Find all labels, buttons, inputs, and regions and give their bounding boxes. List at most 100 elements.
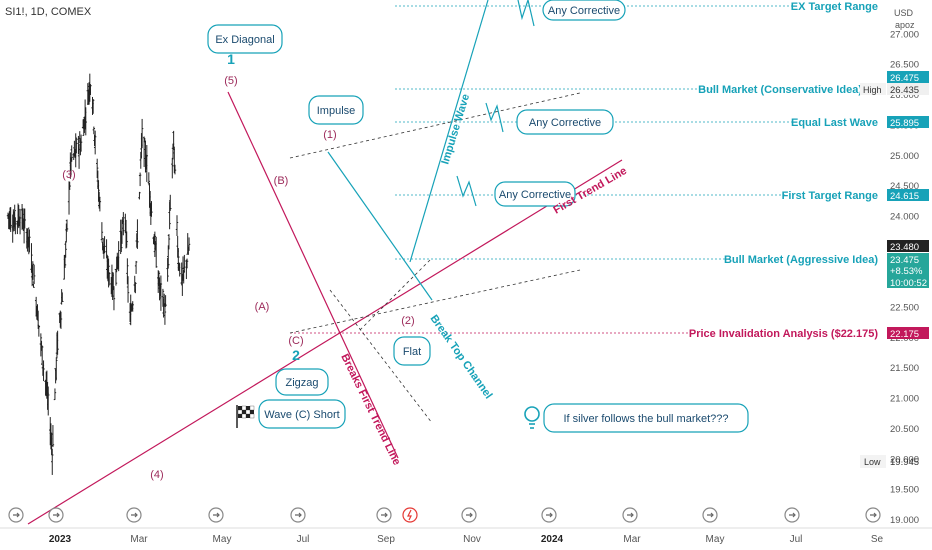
flag-cell xyxy=(249,413,255,419)
event-arrow xyxy=(870,512,877,518)
price-badge xyxy=(887,327,929,339)
price-axis[interactable]: 19.00019.50020.00020.50021.00021.50022.0… xyxy=(860,0,932,528)
y-tick-label: 25.000 xyxy=(890,151,919,162)
price-badge-text: +8.53% xyxy=(890,266,923,277)
line-label-breaks-first-trend: Breaks First Trend Line xyxy=(338,352,402,467)
wave-label: (2) xyxy=(401,315,414,327)
candles-layer xyxy=(6,73,191,475)
callout-text: Impulse xyxy=(317,105,356,117)
level-labels-layer: EX Target Range Bull Market (Conservative… xyxy=(689,1,878,340)
flag-cell xyxy=(245,409,251,415)
price-badge xyxy=(887,264,929,276)
level-label: Bull Market (Aggressive Idea) xyxy=(724,254,878,266)
lightbulb-icon xyxy=(524,406,540,429)
price-badge xyxy=(887,189,929,201)
y-tick-label: 19.500 xyxy=(890,485,919,496)
high-tag-bg xyxy=(860,83,886,95)
time-axis[interactable]: 2023 Mar May Jul Sep Nov 2024 Mar May Jul Se xyxy=(0,527,932,545)
level-label: Equal Last Wave xyxy=(791,117,878,129)
x-tick-label: Mar xyxy=(623,534,641,545)
callout-7: Any Corrective xyxy=(494,181,576,207)
event-arrow-icon[interactable] xyxy=(376,507,392,523)
drawing-lines-layer xyxy=(27,0,795,525)
y-tick-label: 20.500 xyxy=(890,424,919,435)
callout-text: Any Corrective xyxy=(529,117,601,129)
event-flash xyxy=(407,509,412,521)
price-badge xyxy=(887,116,929,128)
callout-box xyxy=(258,399,346,429)
price-badge xyxy=(887,276,929,288)
break-top-channel-line xyxy=(327,151,433,301)
callout-box xyxy=(275,368,329,396)
callout-3: Wave (C) Short xyxy=(258,399,346,429)
x-tick-label: Mar xyxy=(130,534,148,545)
event-arrow-icon[interactable] xyxy=(702,507,718,523)
low-tag-bg xyxy=(860,455,886,468)
y-tick-label: 26.000 xyxy=(890,90,919,101)
wave-label: (C) xyxy=(288,335,303,347)
event-arrow-icon[interactable] xyxy=(208,507,224,523)
flag-cell xyxy=(246,406,250,410)
event-flash-icon[interactable] xyxy=(402,507,418,523)
low-tag: Low xyxy=(864,457,881,467)
flag-cell xyxy=(246,414,250,418)
callout-text: Ex Diagonal xyxy=(215,34,274,46)
breaks-first-trend-line xyxy=(227,91,399,459)
event-arrow-icon[interactable] xyxy=(48,507,64,523)
events-row xyxy=(8,507,881,523)
line-label-impulse-wave: Impulse Wave xyxy=(439,93,472,166)
wave-label: 2 xyxy=(292,347,300,363)
checkered-flag-icon xyxy=(236,405,255,428)
wave-label: (4) xyxy=(150,469,163,481)
event-arrow-icon[interactable] xyxy=(865,507,881,523)
x-tick-label: 2023 xyxy=(49,534,72,545)
y-tick-label: 21.500 xyxy=(890,363,919,374)
event-arrow-icon[interactable] xyxy=(126,507,142,523)
x-tick-label: Jul xyxy=(790,534,803,545)
event-arrow-icon[interactable] xyxy=(784,507,800,523)
y-tick-label: 27.000 xyxy=(890,29,919,40)
line-label-break-top-channel: Break Top Channel xyxy=(428,313,495,401)
event-arrow xyxy=(131,512,138,518)
y-tick-label: 20.000 xyxy=(890,454,919,465)
callout-text: Zigzag xyxy=(285,377,318,389)
x-tick-label: Nov xyxy=(463,534,481,545)
currency-unit[interactable]: USD xyxy=(894,8,914,18)
x-tick-label: 2024 xyxy=(541,534,564,545)
header-symbol[interactable]: SI1!, 1D, COMEX xyxy=(5,6,92,18)
corrective-squiggle-1 xyxy=(517,0,535,27)
price-badge-text: 26.435 xyxy=(890,85,919,96)
callout-4: Flat xyxy=(393,336,431,366)
callout-box xyxy=(494,181,576,207)
flag-cell xyxy=(241,413,247,419)
price-badge-text: 23.475 xyxy=(890,255,919,266)
price-badge-text: 26.475 xyxy=(890,73,919,84)
price-badge-text: 22.175 xyxy=(890,329,919,340)
event-circle xyxy=(402,507,418,523)
level-label: Bull Market (Conservative Idea) xyxy=(698,84,862,96)
callout-0: Ex Diagonal xyxy=(207,24,283,54)
flag-cell xyxy=(238,414,242,418)
event-arrow-icon[interactable] xyxy=(290,507,306,523)
callouts-layer: Ex Diagonal Impulse Zigzag Wave (C) Short Fl… xyxy=(207,0,749,467)
event-arrow xyxy=(381,512,388,518)
callout-box xyxy=(393,336,431,366)
bulb-head xyxy=(524,406,540,422)
flat-channel-dashed-2 xyxy=(359,259,431,331)
event-arrow-icon[interactable] xyxy=(461,507,477,523)
event-arrow-icon[interactable] xyxy=(622,507,638,523)
event-arrow xyxy=(13,512,20,518)
wave-label: (1) xyxy=(323,129,336,141)
channel-top-dashed xyxy=(289,92,581,159)
x-tick-label: Jul xyxy=(297,534,310,545)
event-arrow xyxy=(466,512,473,518)
callout-text: Any Corrective xyxy=(499,189,571,201)
y-tick-label: 24.500 xyxy=(890,181,919,192)
event-arrow-icon[interactable] xyxy=(8,507,24,523)
high-tag: High xyxy=(863,85,882,95)
callout-6: Any Corrective xyxy=(516,109,614,135)
event-arrow xyxy=(295,512,302,518)
event-arrow-icon[interactable] xyxy=(541,507,557,523)
price-badge xyxy=(887,83,929,95)
callout-box xyxy=(542,0,626,21)
